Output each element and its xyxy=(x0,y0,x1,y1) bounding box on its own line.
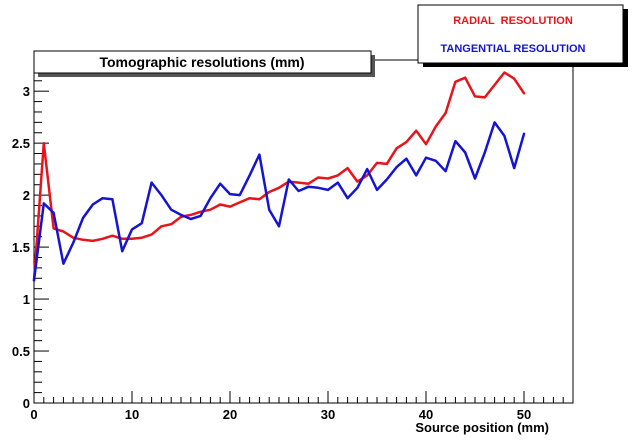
x-tick-label: 40 xyxy=(419,407,433,422)
title-box: Tomographic resolutions (mm) xyxy=(33,50,375,77)
axes: 0 10 20 30 40 50 0 0.5 1 1.5 2 2.5 3 xyxy=(12,59,574,422)
x-axis-title: Source position (mm) xyxy=(415,420,549,435)
y-tick-label: 3 xyxy=(23,84,30,99)
y-tick-label: 1 xyxy=(23,292,30,307)
series-radial-line xyxy=(32,71,526,282)
x-tick-label: 0 xyxy=(30,407,37,422)
legend-entry-radial: RADIAL RESOLUTION xyxy=(453,15,573,27)
x-tick-label: 50 xyxy=(517,407,531,422)
x-tick-label: 10 xyxy=(125,407,139,422)
y-tick-label: 0.5 xyxy=(12,344,30,359)
x-tick-label: 20 xyxy=(223,407,237,422)
series-tangential-line xyxy=(32,121,526,282)
y-tick-label: 0 xyxy=(23,396,30,411)
chart-title: Tomographic resolutions (mm) xyxy=(99,54,304,70)
plot-frame xyxy=(33,59,574,404)
x-tick-label: 30 xyxy=(321,407,335,422)
y-tick-label: 1.5 xyxy=(12,240,30,255)
series-layer xyxy=(32,71,526,282)
legend-entry-tangential: TANGENTIAL RESOLUTION xyxy=(440,43,585,55)
y-tick-label: 2.5 xyxy=(12,136,30,151)
legend: RADIAL RESOLUTION TANGENTIAL RESOLUTION xyxy=(417,4,628,67)
y-tick-label: 2 xyxy=(23,188,30,203)
